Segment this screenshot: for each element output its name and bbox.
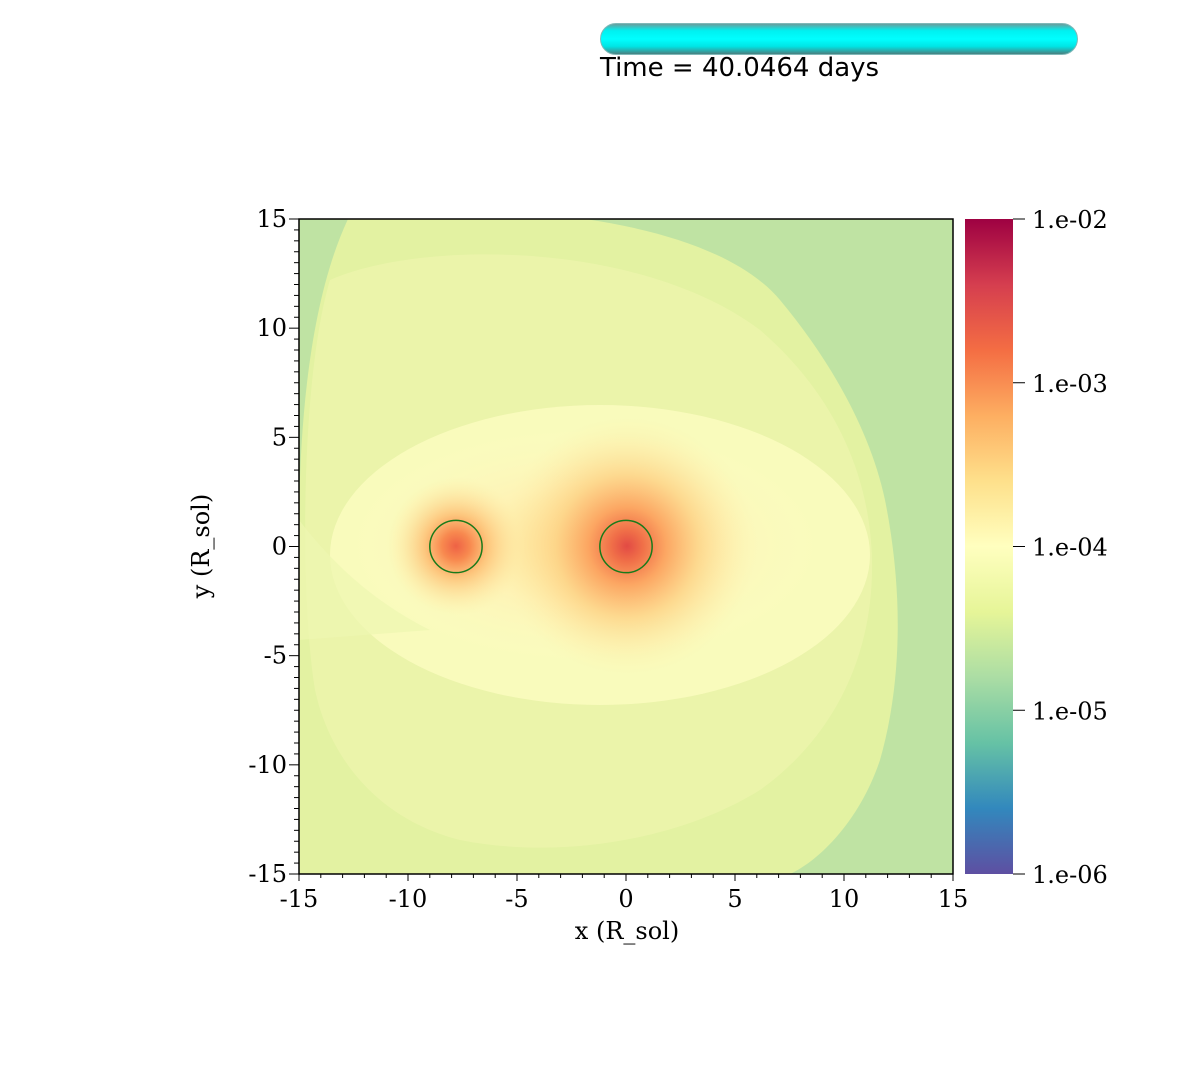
y-tick-label: 15 xyxy=(256,205,287,233)
colorbar-tick-label: 1.e-06 xyxy=(1032,861,1108,889)
star-marker-2 xyxy=(599,519,653,574)
x-axis-label: x (R_sol) xyxy=(575,917,679,945)
y-tick-label: -15 xyxy=(248,860,287,888)
colorbar-tick-label: 1.e-03 xyxy=(1032,370,1108,398)
time-label: Time = 40.0464 days xyxy=(600,53,880,83)
progress-bar xyxy=(600,23,1078,55)
colorbar-tick-label: 1.e-04 xyxy=(1032,534,1108,562)
x-tick-label: 10 xyxy=(829,885,860,913)
star-marker-1 xyxy=(429,519,483,574)
y-tick-label: 5 xyxy=(272,423,287,451)
y-tick-label: -10 xyxy=(248,751,287,779)
x-tick-label: -15 xyxy=(280,885,319,913)
x-tick-label: 15 xyxy=(938,885,969,913)
colorbar-tick-label: 1.e-05 xyxy=(1032,697,1108,725)
x-tick-label: -5 xyxy=(505,885,528,913)
x-tick-label: 0 xyxy=(618,885,633,913)
x-tick-label: 5 xyxy=(727,885,742,913)
colorbar-tick-label: 1.e-02 xyxy=(1032,206,1108,234)
y-tick-label: 10 xyxy=(256,314,287,342)
colorbar xyxy=(965,219,1013,874)
y-axis-label: y (R_sol) xyxy=(187,494,215,599)
x-tick-label: -10 xyxy=(389,885,428,913)
y-tick-label: -5 xyxy=(264,642,287,670)
heatmap-field xyxy=(299,219,953,874)
y-tick-label: 0 xyxy=(272,533,287,561)
